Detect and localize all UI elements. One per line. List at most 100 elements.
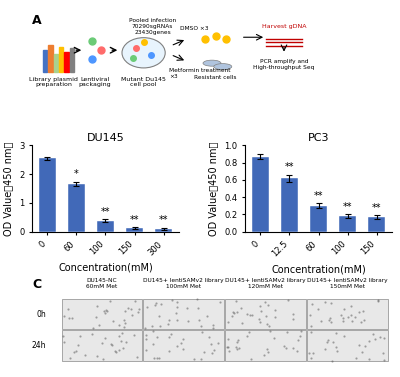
Point <box>102 307 109 313</box>
Point <box>341 307 347 313</box>
Point <box>109 342 116 348</box>
Point <box>144 303 150 310</box>
Point <box>338 312 344 318</box>
Point <box>208 341 214 347</box>
Point <box>263 313 269 319</box>
Point <box>370 331 376 337</box>
Ellipse shape <box>203 60 221 66</box>
Point <box>143 346 149 352</box>
Point <box>198 356 204 362</box>
Bar <box>252 156 269 232</box>
Point <box>89 331 95 337</box>
Point <box>61 313 67 319</box>
Point <box>283 345 290 351</box>
Point <box>359 308 366 314</box>
Point <box>178 340 184 346</box>
Point <box>102 310 108 316</box>
Point <box>224 336 231 342</box>
Point <box>112 348 118 354</box>
Point <box>315 306 321 312</box>
Point <box>110 318 116 324</box>
Point <box>372 336 379 342</box>
Point <box>121 308 128 314</box>
Point <box>353 355 359 361</box>
Point <box>340 315 346 321</box>
Point <box>381 357 387 363</box>
Point <box>328 357 335 363</box>
Point <box>236 345 242 351</box>
Point <box>233 297 240 303</box>
Point <box>294 348 300 354</box>
Bar <box>54 54 58 72</box>
Text: Harvest gDNA: Harvest gDNA <box>262 25 306 29</box>
Bar <box>155 229 172 232</box>
Point <box>194 296 200 302</box>
Text: **: ** <box>314 191 323 201</box>
Point <box>166 317 172 323</box>
FancyBboxPatch shape <box>62 299 142 329</box>
Point <box>65 306 71 312</box>
Text: **: ** <box>343 202 352 212</box>
Point <box>119 330 125 336</box>
Point <box>264 321 270 327</box>
Text: A: A <box>32 14 42 27</box>
Point <box>228 313 235 319</box>
Point <box>264 346 270 352</box>
Point <box>184 305 190 311</box>
Point <box>265 349 271 355</box>
FancyBboxPatch shape <box>307 330 388 361</box>
Point <box>165 321 171 327</box>
Point <box>136 306 142 312</box>
Text: DU145+ lentiSAMv2 library
120mM Met: DU145+ lentiSAMv2 library 120mM Met <box>225 278 306 289</box>
Point <box>141 325 148 331</box>
X-axis label: Concentration(mM): Concentration(mM) <box>271 264 366 274</box>
Point <box>148 323 155 329</box>
Point <box>248 356 254 362</box>
Point <box>75 342 81 348</box>
Point <box>101 308 107 314</box>
Point <box>100 356 106 362</box>
Point <box>115 347 122 353</box>
Point <box>257 319 264 325</box>
Y-axis label: OD Value（450 nm）: OD Value（450 nm） <box>4 141 14 236</box>
Text: DMSO ×3: DMSO ×3 <box>180 26 208 31</box>
Point <box>360 317 367 323</box>
FancyBboxPatch shape <box>144 330 224 361</box>
Point <box>120 317 127 323</box>
Text: **: ** <box>159 215 168 225</box>
Point <box>198 323 204 329</box>
Text: **: ** <box>372 203 381 213</box>
FancyBboxPatch shape <box>144 299 224 329</box>
Point <box>290 311 296 317</box>
Point <box>234 346 240 352</box>
Point <box>135 309 141 315</box>
Text: DU145+ lentiSAMv2 library
100mM Met: DU145+ lentiSAMv2 library 100mM Met <box>143 278 224 289</box>
Point <box>332 330 339 336</box>
Point <box>191 356 197 362</box>
Point <box>327 315 333 321</box>
Point <box>154 334 161 340</box>
Point <box>96 322 102 328</box>
Point <box>358 319 364 325</box>
Point <box>92 314 99 320</box>
Bar <box>339 216 356 232</box>
Text: Library plasmid
preparation: Library plasmid preparation <box>29 77 78 87</box>
Point <box>77 334 84 340</box>
FancyBboxPatch shape <box>225 330 306 361</box>
Point <box>157 301 164 307</box>
Point <box>309 301 316 307</box>
Point <box>362 343 368 349</box>
Text: Metformin treatment
×3: Metformin treatment ×3 <box>169 68 230 79</box>
Point <box>198 329 205 335</box>
Point <box>234 339 240 345</box>
Point <box>366 338 372 344</box>
Point <box>381 335 388 341</box>
Point <box>325 337 332 343</box>
Point <box>234 309 240 315</box>
Point <box>131 332 138 338</box>
Text: DU145-NC
60mM Met: DU145-NC 60mM Met <box>86 278 117 289</box>
Point <box>90 325 96 331</box>
Text: *: * <box>74 169 79 179</box>
Point <box>210 322 216 328</box>
Point <box>225 344 231 350</box>
